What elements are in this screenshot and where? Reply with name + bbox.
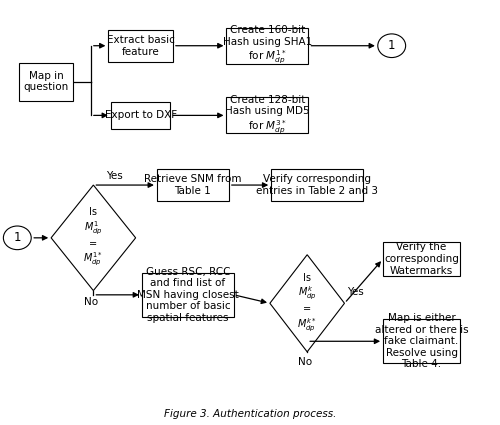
FancyBboxPatch shape: [271, 169, 363, 201]
Polygon shape: [51, 185, 136, 291]
Circle shape: [378, 34, 406, 57]
Text: Map in
question: Map in question: [24, 71, 69, 92]
Text: Yes: Yes: [347, 287, 364, 297]
Text: No: No: [84, 297, 98, 307]
FancyBboxPatch shape: [111, 102, 170, 129]
Text: Export to DXF: Export to DXF: [104, 110, 176, 120]
Circle shape: [4, 226, 31, 249]
Text: Is
$M_{dp}^{1}$
=
$M_{dp}^{1*}$: Is $M_{dp}^{1}$ = $M_{dp}^{1*}$: [84, 207, 103, 268]
FancyBboxPatch shape: [142, 273, 234, 317]
Text: Retrieve SNM from
Table 1: Retrieve SNM from Table 1: [144, 174, 242, 196]
Text: Verify corresponding
entries in Table 2 and 3: Verify corresponding entries in Table 2 …: [256, 174, 378, 196]
Text: Extract basic
feature: Extract basic feature: [106, 35, 174, 57]
Text: Create 160-bit
Hash using SHA1
for $M_{dp}^{1*}$: Create 160-bit Hash using SHA1 for $M_{d…: [223, 25, 312, 66]
FancyBboxPatch shape: [19, 62, 74, 101]
Text: Verify the
corresponding
Watermarks: Verify the corresponding Watermarks: [384, 242, 459, 275]
Text: 1: 1: [388, 39, 396, 52]
Text: Map is either
altered or there is
fake claimant.
Resolve using
Table 4.: Map is either altered or there is fake c…: [374, 313, 468, 369]
FancyBboxPatch shape: [383, 242, 460, 276]
FancyBboxPatch shape: [226, 97, 308, 133]
Text: Figure 3. Authentication process.: Figure 3. Authentication process.: [164, 409, 336, 419]
Text: No: No: [298, 357, 312, 367]
Text: Create 128-bit
Hash using MD5
for $M_{dp}^{3*}$: Create 128-bit Hash using MD5 for $M_{dp…: [225, 95, 310, 136]
Text: Is
$M_{dp}^{k}$
=
$M_{dp}^{k*}$: Is $M_{dp}^{k}$ = $M_{dp}^{k*}$: [298, 273, 317, 334]
Text: Guess RSC, RCC
and find list of
MSN having closest
number of basic
spatial featu: Guess RSC, RCC and find list of MSN havi…: [137, 266, 238, 323]
Text: 1: 1: [14, 231, 21, 244]
FancyBboxPatch shape: [383, 319, 460, 363]
Polygon shape: [270, 255, 344, 352]
FancyBboxPatch shape: [108, 30, 173, 62]
FancyBboxPatch shape: [226, 28, 308, 64]
Text: Yes: Yes: [106, 171, 122, 181]
FancyBboxPatch shape: [157, 169, 229, 201]
